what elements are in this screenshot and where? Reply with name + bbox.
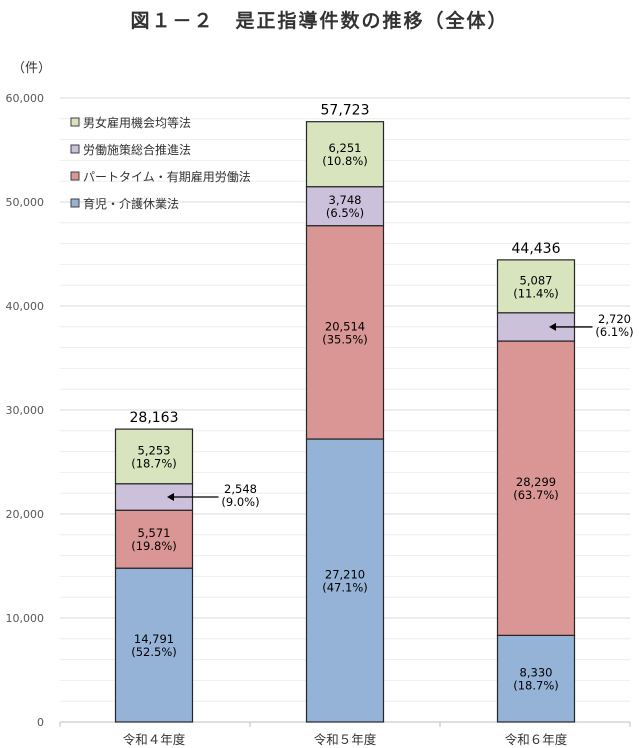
bar-segment [114,428,194,485]
callout-arrowhead [549,322,556,331]
bar-segment [496,340,576,636]
data-label-pct: (6.1%) [595,325,633,339]
data-label: 2,548 [224,482,257,496]
y-tick-label: 60,000 [6,92,45,105]
chart-title: 図１－２ 是正指導件数の推移（全体） [130,10,509,32]
data-label: 20,514 [325,319,365,333]
data-label: 27,210 [325,568,365,582]
data-label: 5,087 [520,273,553,287]
legend-label: 男女雇用機会均等法 [83,115,191,130]
data-label: 5,571 [138,526,171,540]
legend-label: パートタイム・有期雇用労働法 [83,169,251,184]
legend-swatch [70,117,80,127]
y-tick-label: 50,000 [6,196,45,209]
y-axis-unit: （件） [12,61,51,76]
legend-label: 労働施策総合推進法 [83,142,191,157]
data-label-pct: (6.5%) [326,206,364,220]
y-tick-label: 0 [37,716,44,729]
bar-segment [305,225,385,440]
data-label: 5,253 [138,443,171,457]
bar-segment [114,567,194,723]
total-label: 44,436 [512,241,561,257]
legend-swatch [70,144,80,154]
callout-arrowhead [167,492,174,501]
data-label: 6,251 [329,141,362,155]
data-label: 14,791 [134,632,174,646]
legend-label: 育児・介護休業法 [83,196,179,211]
bar-segment [496,259,576,314]
category-label: 令和４年度 [123,732,186,747]
legend-swatch [70,198,80,208]
total-label: 28,163 [130,410,179,426]
bar-segment [305,121,385,188]
data-label-pct: (35.5%) [322,332,368,346]
data-label-pct: (47.1%) [322,581,368,595]
data-label-pct: (9.0%) [221,495,259,509]
data-label: 3,748 [329,193,362,207]
data-label-pct: (19.8%) [131,539,177,553]
y-tick-label: 10,000 [6,612,45,625]
data-label: 28,299 [516,475,556,489]
data-label: 8,330 [520,666,553,680]
bar-segment [305,438,385,723]
bar-segment [305,186,385,227]
total-label: 57,723 [321,103,370,119]
category-label: 令和５年度 [314,732,377,747]
y-tick-label: 30,000 [6,404,45,417]
bar-segment [496,634,576,723]
category-label: 令和６年度 [505,732,568,747]
data-label-pct: (11.4%) [513,286,559,300]
data-label-pct: (63.7%) [513,488,559,502]
y-tick-label: 40,000 [6,300,45,313]
data-label: 2,720 [598,312,631,326]
legend-swatch [70,171,80,181]
data-label-pct: (10.8%) [322,154,368,168]
y-tick-label: 20,000 [6,508,45,521]
data-label-pct: (52.5%) [131,645,177,659]
data-label-pct: (18.7%) [513,679,559,693]
data-label-pct: (18.7%) [131,456,177,470]
